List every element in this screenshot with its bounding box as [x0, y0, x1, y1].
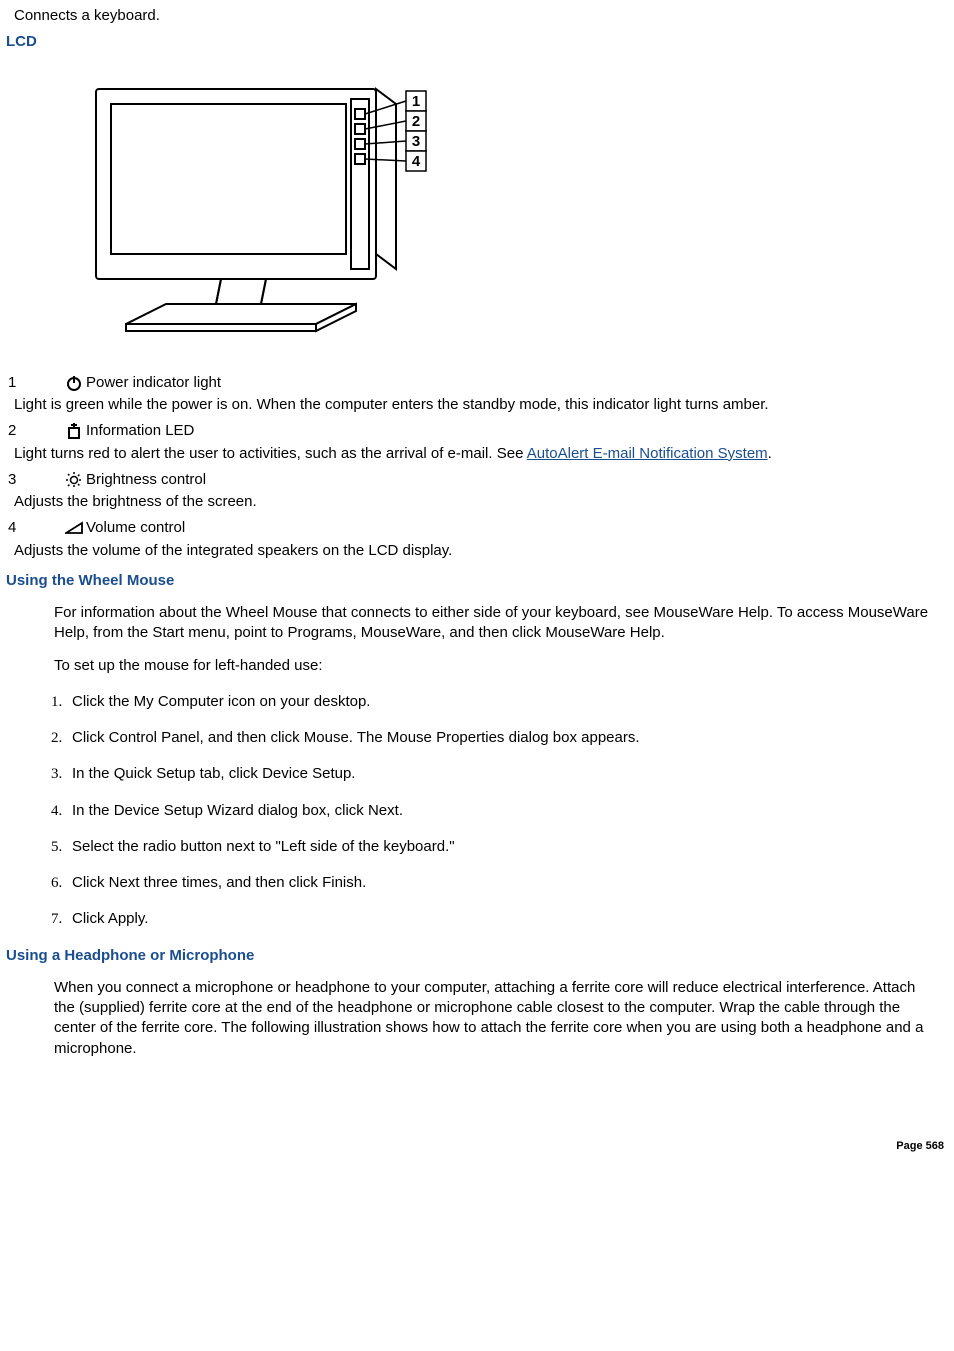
- brightness-icon: [64, 471, 84, 489]
- callout-num-3: 3: [6, 470, 64, 490]
- wheel-intro-text: For information about the Wheel Mouse th…: [54, 603, 938, 644]
- heading-lcd: LCD: [6, 32, 948, 52]
- lcd-diagram: 1 2 3 4: [66, 69, 948, 365]
- volume-icon: [64, 521, 84, 535]
- intro-text: Connects a keyboard.: [14, 6, 948, 26]
- headphone-text: When you connect a microphone or headpho…: [54, 978, 938, 1059]
- callout-desc-4: Adjusts the volume of the integrated spe…: [14, 541, 948, 561]
- callout-row-3: 3 Brightness control: [6, 470, 948, 490]
- callout-desc-3: Adjusts the brightness of the screen.: [14, 492, 948, 512]
- callout-desc-2: Light turns red to alert the user to act…: [14, 444, 948, 464]
- callout-label-3: Brightness control: [84, 470, 206, 490]
- step-item: In the Quick Setup tab, click Device Set…: [66, 764, 948, 784]
- callout-row-4: 4 Volume control: [6, 518, 948, 538]
- step-item: Click Apply.: [66, 909, 948, 929]
- steps-list: Click the My Computer icon on your deskt…: [46, 692, 948, 930]
- heading-wheel-mouse: Using the Wheel Mouse: [6, 571, 948, 591]
- callout-label-4: Volume control: [84, 518, 185, 538]
- callout-num-1: 1: [6, 373, 64, 393]
- callout-num-2: 2: [6, 421, 64, 441]
- diagram-callout-2: 2: [412, 113, 420, 130]
- diagram-callout-4: 4: [412, 153, 421, 170]
- callout-label-2: Information LED: [84, 421, 194, 441]
- step-item: Click Next three times, and then click F…: [66, 873, 948, 893]
- diagram-callout-1: 1: [412, 93, 420, 110]
- diagram-callout-3: 3: [412, 133, 420, 150]
- step-item: In the Device Setup Wizard dialog box, c…: [66, 801, 948, 821]
- callout-num-4: 4: [6, 518, 64, 538]
- step-item: Click Control Panel, and then click Mous…: [66, 728, 948, 748]
- step-item: Select the radio button next to "Left si…: [66, 837, 948, 857]
- page-footer: Page 568: [6, 1139, 948, 1154]
- callout-desc-2-before: Light turns red to alert the user to act…: [14, 445, 527, 462]
- callout-row-1: 1 Power indicator light: [6, 373, 948, 393]
- callout-row-2: 2 Information LED: [6, 421, 948, 441]
- power-icon: [64, 374, 84, 392]
- step-item: Click the My Computer icon on your deskt…: [66, 692, 948, 712]
- callout-label-1: Power indicator light: [84, 373, 221, 393]
- info-led-icon: [64, 422, 84, 440]
- heading-headphone: Using a Headphone or Microphone: [6, 946, 948, 966]
- callout-desc-2-after: .: [768, 445, 772, 462]
- wheel-setup-intro: To set up the mouse for left-handed use:: [54, 656, 938, 676]
- callout-desc-1: Light is green while the power is on. Wh…: [14, 395, 948, 415]
- autoalert-link[interactable]: AutoAlert E-mail Notification System: [527, 445, 768, 462]
